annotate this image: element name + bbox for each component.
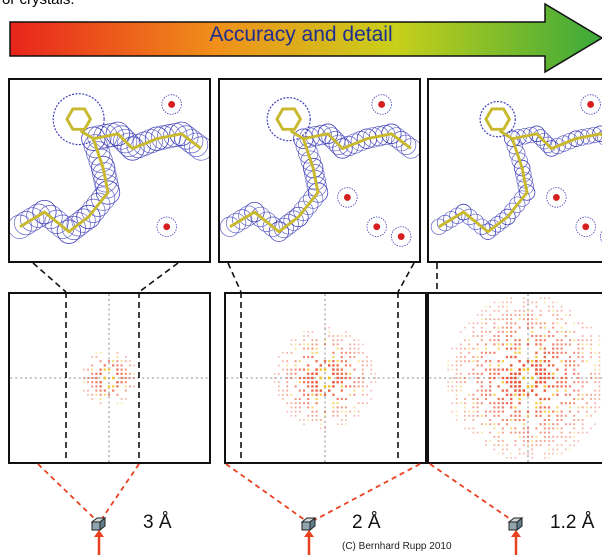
accuracy-arrow: Accuracy and detail [0,0,602,80]
clipped-top-text: or crystals. [2,0,75,8]
density-map-3A [8,78,211,263]
diffraction-pattern-1-2A [427,292,602,464]
diffraction-pattern-2A [224,292,427,464]
density-map-1-2A [427,78,602,263]
accuracy-arrow-shape [9,2,602,74]
resolution-label-2A: 2 Å [352,512,381,533]
copyright-notice: (C) Bernhard Rupp 2010 [342,541,452,552]
detector-cones [37,463,517,524]
xray-beams [97,534,518,555]
resolution-label-3A: 3 Å [143,512,172,533]
diffraction-pattern-3A [8,292,211,464]
arrow-label: Accuracy and detail [209,23,393,46]
density-map-2A [218,78,421,263]
resolution-label-1-2A: 1.2 Å [550,512,595,533]
